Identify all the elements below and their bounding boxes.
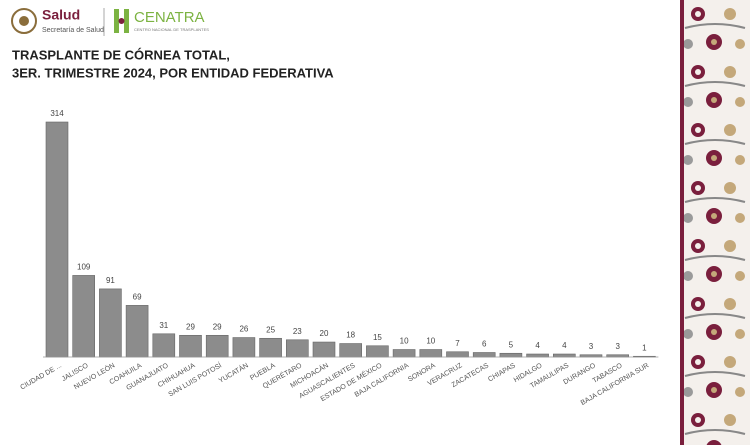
data-label: 3 [589,342,594,351]
data-label: 20 [320,329,329,338]
bar [259,337,282,358]
bar [446,351,469,358]
bar [152,333,176,358]
bar [419,349,443,358]
bar [99,288,122,358]
bar [472,352,496,358]
x-tick-label: NUEVO LEÓN [72,361,116,392]
data-label: 314 [50,109,64,118]
data-label: 26 [239,325,248,334]
data-label: 10 [400,337,409,346]
logo-cenatra: CENATRA CENTRO NACIONAL DE TRASPLANTES [114,9,209,33]
logo-shape [118,18,125,24]
bar [45,121,69,358]
data-label: 23 [293,327,302,336]
emblem [11,8,37,34]
bar [499,352,523,358]
x-tick-label: CIUDAD DE ... [19,362,63,391]
data-label: 29 [186,322,195,331]
bar [205,334,229,358]
logo-subtext: CENTRO NACIONAL DE TRASPLANTES [134,27,209,32]
data-label: 5 [509,340,514,349]
logo-subtext: Secretaría de Salud [42,27,104,34]
bar [125,305,149,358]
bar [232,337,256,358]
logo-shape [114,9,119,33]
bar [339,343,363,358]
bar [366,345,389,358]
decorative-border [680,0,750,445]
data-label: 15 [373,333,382,342]
bar [552,353,576,358]
border-edge [680,0,684,445]
emblem-core [19,16,29,26]
data-label: 69 [133,292,142,301]
logo-salud: Salud Secretaría de Salud [11,7,104,34]
bar [392,349,416,358]
bar [312,341,336,358]
data-label: 4 [562,341,567,350]
data-label: 7 [455,339,460,348]
bar [526,353,549,358]
data-label: 10 [426,337,435,346]
data-label: 3 [615,342,620,351]
data-label: 18 [346,331,355,340]
x-tick-label: YUCATÁN [217,361,250,385]
data-label: 25 [266,325,275,334]
data-label: 31 [159,321,168,330]
bar [179,334,202,358]
data-label: 29 [213,322,222,331]
logo-shape [124,9,129,33]
logo-text: CENATRA [134,9,205,26]
x-tick-label: CHIAPAS [487,362,517,383]
bar [285,339,309,358]
chart-title: 3ER. TRIMESTRE 2024, POR ENTIDAD FEDERAT… [12,65,334,80]
data-label: 4 [535,341,540,350]
logo-text: Salud [42,7,80,23]
data-label: 1 [642,343,647,352]
data-label: 6 [482,340,487,349]
bar [72,275,95,358]
data-label: 109 [77,263,91,272]
data-label: 91 [106,276,115,285]
chart-title: TRASPLANTE DE CÓRNEA TOTAL, [12,47,230,62]
